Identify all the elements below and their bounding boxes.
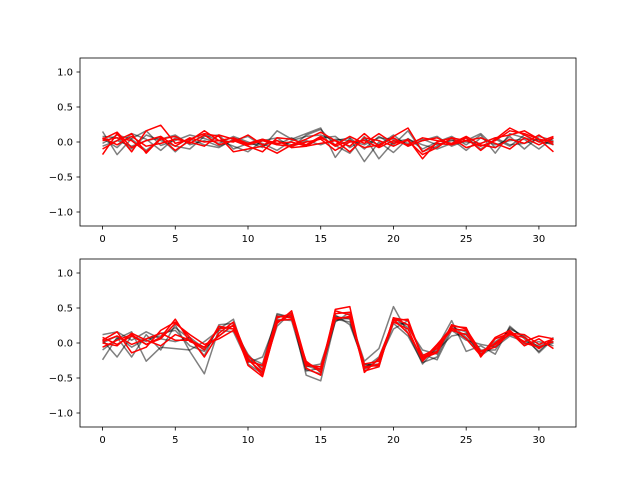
bottom-subplot-ticks: 0 5 10 15 20 25 30 −1.0 −0.5 0.0 0.5 1.0 (49, 269, 546, 447)
bottom-subplot-series (101, 305, 554, 382)
y-tick-label: 0.0 (57, 138, 73, 149)
x-tick-label: 20 (387, 234, 400, 245)
bottom-subplot: 0 5 10 15 20 25 30 −1.0 −0.5 0.0 0.5 1.0 (49, 258, 577, 447)
red-series-line-9 (102, 134, 554, 152)
red-series-line-9 (102, 315, 554, 374)
top-subplot-ticks: 0 5 10 15 20 25 30 −1.0 −0.5 0.0 0.5 1.0 (49, 68, 546, 246)
x-tick-label: 5 (172, 234, 178, 245)
x-tick-label: 5 (172, 435, 178, 446)
y-tick-label: 0.0 (57, 339, 73, 350)
top-subplot-series (101, 124, 554, 163)
x-tick-label: 10 (242, 435, 255, 446)
x-tick-label: 10 (242, 234, 255, 245)
top-subplot: 0 5 10 15 20 25 30 −1.0 −0.5 0.0 0.5 1.0 (49, 57, 577, 246)
y-tick-label: 0.5 (57, 103, 73, 114)
red-series-line-8 (102, 134, 554, 153)
y-tick-label: 1.0 (57, 68, 73, 79)
x-tick-label: 30 (533, 435, 546, 446)
x-tick-label: 0 (99, 435, 105, 446)
red-series-line-5 (101, 124, 554, 160)
x-tick-label: 15 (314, 234, 327, 245)
x-tick-label: 25 (460, 234, 473, 245)
y-tick-label: −0.5 (49, 173, 73, 184)
y-tick-label: −1.0 (49, 409, 73, 420)
y-tick-label: 0.5 (57, 304, 73, 315)
x-tick-label: 15 (314, 435, 327, 446)
x-tick-label: 0 (99, 234, 105, 245)
x-tick-label: 30 (533, 234, 546, 245)
x-tick-label: 20 (387, 435, 400, 446)
y-tick-label: −0.5 (49, 374, 73, 385)
y-tick-label: 1.0 (57, 269, 73, 280)
x-tick-label: 25 (460, 435, 473, 446)
y-tick-label: −1.0 (49, 208, 73, 219)
